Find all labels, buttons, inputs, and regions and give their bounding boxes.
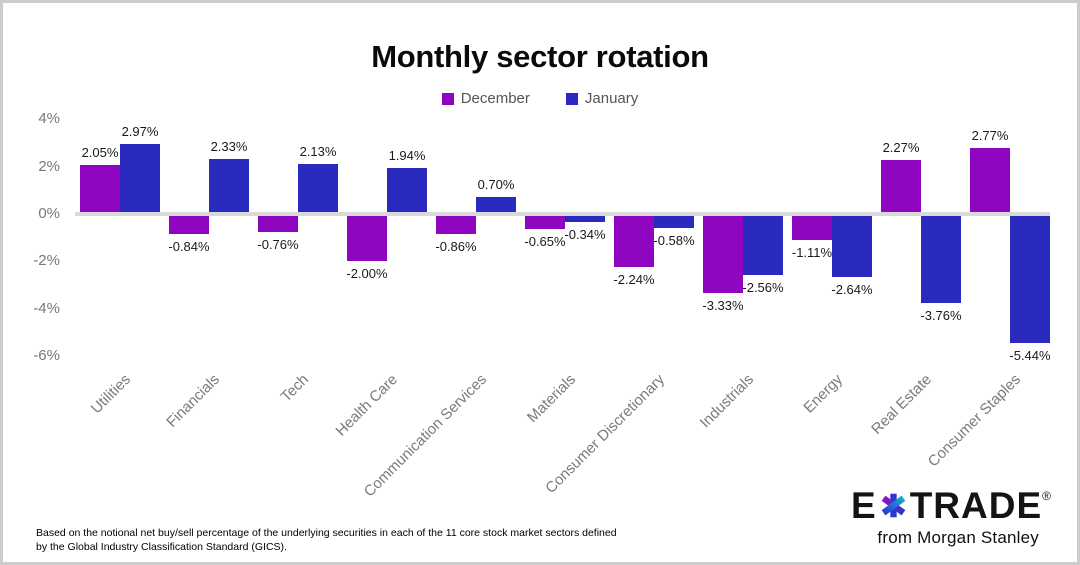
value-label-december-energy: -1.11% (791, 245, 833, 261)
value-label-january-tech: 2.13% (299, 143, 337, 159)
zero-baseline (75, 212, 1050, 216)
value-label-december-real-estate: 2.27% (882, 140, 920, 156)
bar-january-real-estate (921, 214, 961, 304)
december-swatch (441, 92, 454, 105)
value-label-january-consumer-discretionary: -0.58% (653, 232, 695, 248)
bar-december-consumer-discretionary (614, 214, 654, 268)
bar-january-consumer-discretionary (654, 214, 694, 228)
bar-december-health-care (347, 214, 387, 262)
value-label-january-health-care: 1.94% (388, 148, 426, 164)
etrade-logo: E TRADE ® from Morgan Stanley (851, 487, 1051, 548)
bar-december-consumer-staples (970, 148, 1010, 214)
value-label-january-communication-services: 0.70% (477, 177, 515, 193)
bar-december-communication-services (436, 214, 476, 235)
bar-december-industrials (703, 214, 743, 293)
bar-january-health-care (387, 168, 427, 214)
value-label-january-financials: 2.33% (210, 138, 248, 154)
bar-december-financials (169, 214, 209, 234)
value-label-december-consumer-staples: 2.77% (971, 128, 1009, 144)
value-label-december-utilities: 2.05% (81, 145, 119, 161)
bar-january-communication-services (476, 197, 516, 214)
bar-december-utilities (80, 165, 120, 214)
bar-january-consumer-staples (1010, 214, 1050, 343)
etrade-wordmark: E TRADE ® (851, 487, 1051, 524)
bar-december-tech (258, 214, 298, 232)
value-label-december-financials: -0.84% (168, 238, 210, 254)
value-label-january-materials: -0.34% (564, 227, 606, 243)
y-tick-label-4: 4% (38, 110, 60, 128)
bar-chart-plot: 4% 2% 0% -2% -4% -6% 2.05% 2.97% Utilities -0.84%… (3, 3, 1077, 562)
etrade-tagline: from Morgan Stanley (877, 528, 1039, 547)
value-label-december-industrials: -3.33% (702, 297, 744, 313)
bar-january-materials (565, 214, 605, 223)
etrade-letter-e: E (851, 485, 877, 526)
value-label-january-energy: -2.64% (831, 281, 873, 297)
bar-january-industrials (743, 214, 783, 275)
january-swatch (565, 92, 578, 105)
value-label-december-consumer-discretionary: -2.24% (613, 272, 655, 288)
value-label-december-tech: -0.76% (257, 237, 299, 252)
etrade-star-icon (881, 493, 906, 518)
chart-title: Monthly sector rotation (371, 39, 709, 74)
value-label-january-industrials: -2.56% (742, 279, 784, 295)
legend-item-december: December (441, 90, 530, 107)
value-label-january-consumer-staples: -5.44% (1009, 347, 1051, 363)
y-tick-label-2: 2% (38, 157, 60, 175)
value-label-december-materials: -0.65% (524, 234, 566, 250)
bar-january-energy (832, 214, 872, 277)
value-label-january-real-estate: -3.76% (920, 308, 962, 324)
bar-january-utilities (120, 143, 160, 214)
bar-december-energy (792, 214, 832, 241)
footnote: Based on the notional net buy/sell perce… (36, 527, 617, 554)
value-label-january-utilities: 2.97% (121, 123, 159, 139)
legend: December January (3, 90, 1077, 107)
bar-january-tech (298, 163, 338, 214)
y-tick-label--4: -4% (33, 299, 60, 317)
y-tick-label--2: -2% (33, 252, 60, 270)
legend-label-january: January (584, 90, 639, 107)
registered-mark: ® (1042, 489, 1051, 503)
value-label-december-communication-services: -0.86% (435, 239, 477, 255)
bar-december-materials (525, 214, 565, 230)
legend-item-january: January (565, 90, 639, 107)
bar-january-financials (209, 158, 249, 214)
bar-december-real-estate (881, 160, 921, 214)
y-tick-label--6: -6% (33, 347, 60, 365)
etrade-letters-trade: TRADE (909, 485, 1043, 526)
y-tick-label-0: 0% (38, 205, 60, 222)
value-label-december-health-care: -2.00% (346, 266, 388, 282)
legend-label-december: December (460, 90, 530, 107)
